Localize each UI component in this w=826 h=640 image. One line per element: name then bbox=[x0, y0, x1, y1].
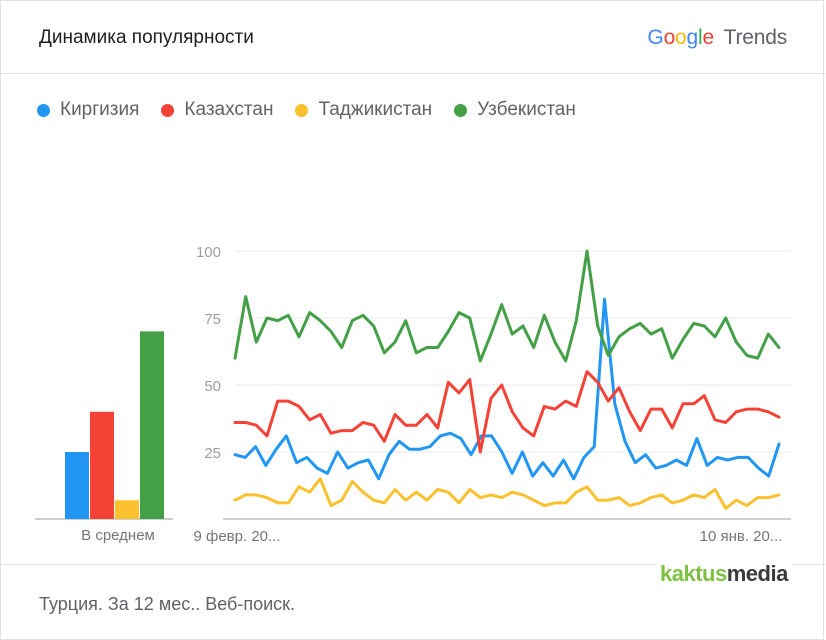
legend-dot bbox=[454, 103, 468, 117]
avg-bar-2 bbox=[115, 500, 139, 519]
series-line-0 bbox=[233, 297, 781, 481]
footer-caption: Турция. За 12 мес.. Веб-поиск. bbox=[39, 594, 296, 614]
card-header: Динамика популярности Google Trends bbox=[1, 1, 825, 74]
google-wordmark: Google bbox=[647, 26, 714, 49]
x-tick-label-start: 9 февр. 20... bbox=[193, 528, 280, 545]
legend-label: Таджикистан bbox=[318, 99, 433, 120]
legend-item[interactable]: Казахстан bbox=[161, 99, 273, 121]
footer-divider bbox=[1, 564, 825, 565]
series-line-3 bbox=[233, 249, 781, 363]
y-tick-label: 75 bbox=[204, 311, 221, 328]
legend-dot bbox=[37, 103, 50, 117]
legend-item[interactable]: Таджикистан bbox=[295, 99, 432, 121]
y-tick-label: 25 bbox=[204, 445, 221, 462]
series-line-2 bbox=[233, 477, 781, 510]
x-tick-label-end: 10 янв. 20... bbox=[700, 528, 783, 545]
legend-dot bbox=[161, 103, 175, 117]
avg-bar-0 bbox=[65, 452, 89, 519]
legend-label: Киргизия bbox=[60, 99, 140, 120]
y-tick-label: 100 bbox=[196, 244, 221, 261]
legend-item[interactable]: Киргизия bbox=[37, 99, 139, 121]
y-tick-label: 50 bbox=[204, 378, 221, 395]
legend-label: Узбекистан bbox=[477, 99, 576, 120]
legend-item[interactable]: Узбекистан bbox=[454, 99, 576, 121]
trends-wordmark: Trends bbox=[723, 26, 788, 49]
google-trends-logo[interactable]: Google Trends bbox=[647, 26, 787, 50]
series-line-1 bbox=[233, 370, 781, 454]
chart-title: Динамика популярности bbox=[39, 27, 254, 48]
legend-label: Казахстан bbox=[184, 99, 274, 120]
avg-bar-1 bbox=[90, 411, 114, 519]
chart-area: В среднем 25 50 75 100 9 февр. 20... 10 янв. 2… bbox=[35, 244, 791, 545]
chart-legend: Киргизия Казахстан Таджикистан Узбекистан bbox=[37, 99, 576, 121]
legend-dot bbox=[295, 103, 309, 117]
kaktus-media-watermark: kaktusmedia bbox=[656, 561, 792, 587]
bar-x-label: В среднем bbox=[81, 527, 155, 544]
avg-bar-3 bbox=[140, 331, 164, 519]
